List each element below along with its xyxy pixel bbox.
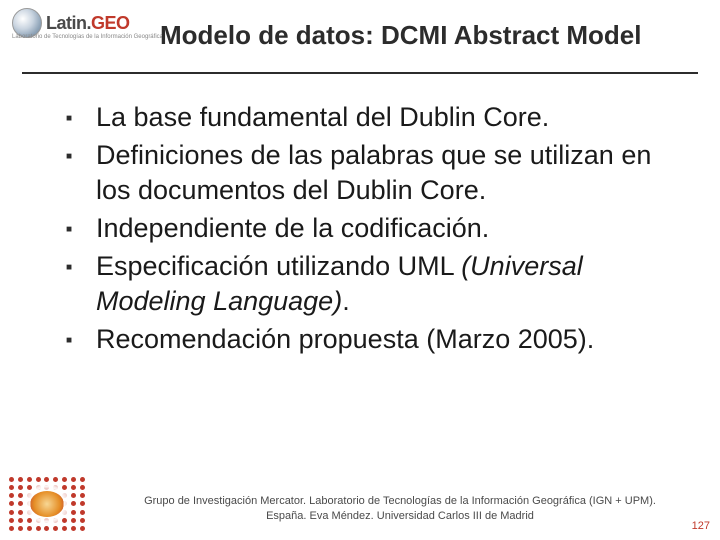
list-item: Recomendación propuesta (Marzo 2005). (60, 322, 690, 358)
bullet-text: Recomendación propuesta (Marzo 2005). (96, 324, 594, 354)
content-area: La base fundamental del Dublin Core. Def… (60, 100, 690, 359)
list-item: La base fundamental del Dublin Core. (60, 100, 690, 136)
page-number: 127 (692, 520, 710, 532)
bullet-text-after: . (342, 286, 350, 316)
slide: Latin.GEO Laboratorio de Tecnologías de … (0, 0, 720, 540)
footer-line-1: Grupo de Investigación Mercator. Laborat… (120, 494, 680, 509)
bullet-text: Definiciones de las palabras que se util… (96, 140, 651, 206)
footer: Grupo de Investigación Mercator. Laborat… (120, 494, 680, 524)
list-item: Especificación utilizando UML (Universal… (60, 249, 690, 320)
logo-brand-left: Latin. (46, 13, 91, 33)
bullet-text: La base fundamental del Dublin Core. (96, 102, 549, 132)
bullet-list: La base fundamental del Dublin Core. Def… (60, 100, 690, 357)
title-underline (22, 72, 698, 74)
corner-decoration (0, 468, 100, 540)
footer-line-2: España. Eva Méndez. Universidad Carlos I… (120, 509, 680, 524)
logo-brand-right: GEO (91, 13, 130, 33)
list-item: Independiente de la codificación. (60, 211, 690, 247)
logo-subtitle: Laboratorio de Tecnologías de la Informa… (12, 34, 163, 40)
bullet-text-before: Especificación utilizando UML (96, 251, 461, 281)
sun-icon (30, 491, 64, 517)
page-title: Modelo de datos: DCMI Abstract Model (160, 20, 700, 51)
logo-text: Latin.GEO (46, 13, 130, 34)
list-item: Definiciones de las palabras que se util… (60, 138, 690, 209)
bullet-text: Independiente de la codificación. (96, 213, 489, 243)
